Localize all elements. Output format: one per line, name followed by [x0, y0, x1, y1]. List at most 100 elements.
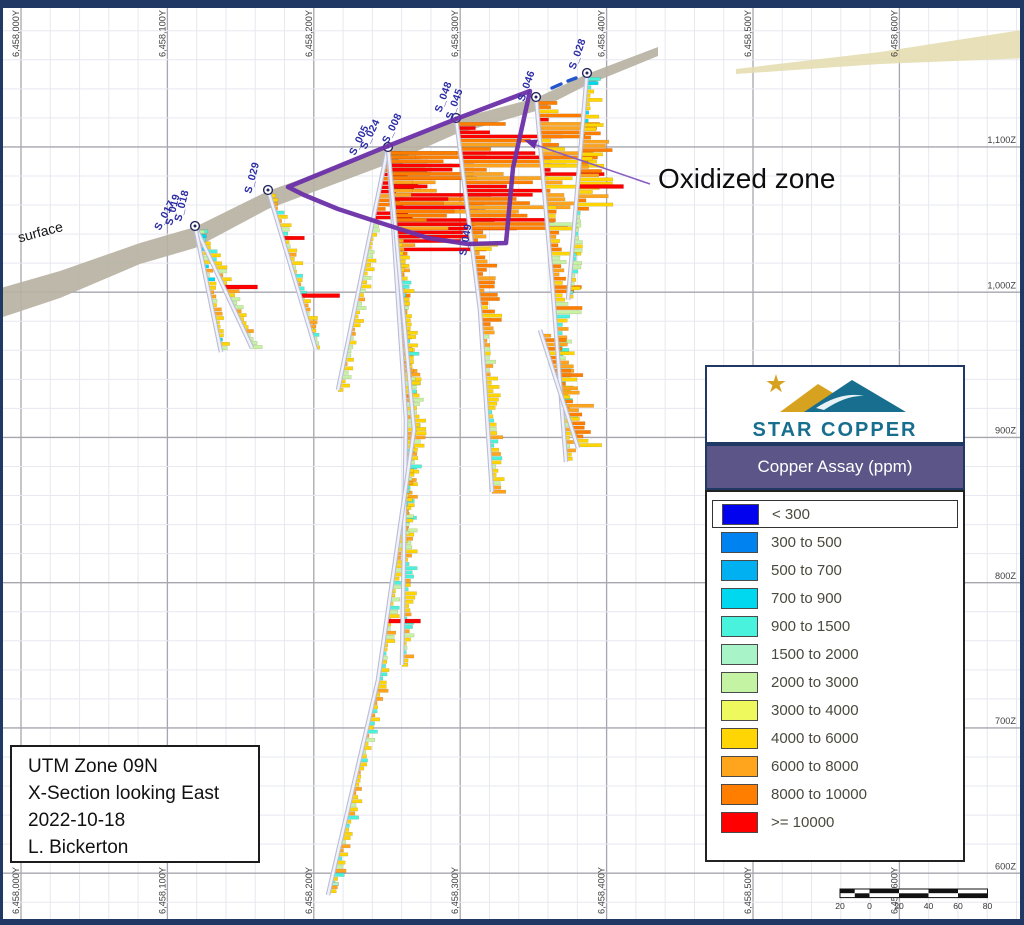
axis-label-top: 6,458,300Y	[450, 10, 460, 57]
legend-row-label: 8000 to 10000	[771, 785, 867, 803]
surface-dash	[550, 82, 563, 90]
assay-bar	[389, 159, 444, 164]
legend-swatch	[721, 615, 758, 637]
scale-bar-segment	[854, 889, 870, 894]
assay-bar	[469, 222, 555, 226]
star-copper-logo-box: STAR COPPER	[705, 365, 965, 444]
legend-row[interactable]: 8000 to 10000	[707, 780, 963, 808]
legend-swatch	[721, 559, 758, 581]
legend-row-label: 4000 to 6000	[771, 729, 859, 747]
assay-bar	[392, 197, 449, 201]
legend-row[interactable]: 1500 to 2000	[707, 640, 963, 668]
drill-trace-core	[566, 72, 589, 301]
collar-marker-dot	[534, 95, 538, 99]
assay-bar	[468, 213, 528, 218]
assay-bar	[456, 122, 506, 126]
scale-bar-tick-label: 0	[867, 901, 872, 911]
assay-bar-highlight	[223, 284, 258, 290]
assay-bar	[579, 152, 603, 157]
assay-bar	[392, 192, 412, 197]
axis-label-bottom: 6,458,100Y	[157, 867, 167, 914]
axis-label-right: 700Z	[995, 716, 1016, 726]
assay-bar	[462, 172, 504, 176]
assay-bar	[537, 113, 582, 118]
assay-bar	[542, 176, 573, 181]
surface-dash	[566, 76, 578, 83]
oxidized-zone-outline	[285, 88, 533, 247]
mountain-snow-swoosh	[816, 394, 864, 410]
legend-row[interactable]: 6000 to 8000	[707, 752, 963, 780]
legend-row[interactable]: 500 to 700	[707, 556, 963, 584]
assay-bar	[580, 148, 613, 153]
scale-bar-segment	[958, 893, 988, 898]
drill-trace-core	[454, 117, 494, 493]
axis-label-top: 6,458,400Y	[597, 10, 607, 57]
drill-trace-core	[538, 329, 580, 449]
assay-bar	[545, 201, 577, 206]
assay-bar	[581, 139, 610, 144]
legend-row[interactable]: 4000 to 6000	[707, 724, 963, 752]
assay-bar	[584, 98, 603, 102]
legend-swatch	[721, 587, 758, 609]
assay-bar	[580, 144, 606, 148]
assay-bar	[392, 201, 444, 206]
scale-bar-tick-label: 20	[894, 901, 904, 911]
legend-row-label: 300 to 500	[771, 533, 842, 551]
axis-label-top: 6,458,500Y	[743, 10, 753, 57]
assay-bar	[461, 159, 552, 164]
assay-bar	[457, 130, 491, 135]
axis-label-top: 6,458,200Y	[304, 10, 314, 57]
drill-trace-core	[266, 189, 318, 351]
legend-row[interactable]: < 300	[712, 500, 958, 528]
scale-bar-tick-label: 60	[953, 901, 963, 911]
axis-label-top: 6,458,600Y	[889, 10, 899, 57]
axis-label-bottom: 6,458,500Y	[743, 867, 753, 914]
assay-bar	[577, 177, 614, 182]
scale-bar-segment	[840, 889, 855, 894]
oxidized-leader-line	[535, 144, 651, 185]
assay-bar	[394, 217, 427, 222]
axis-label-right: 600Z	[995, 862, 1016, 872]
legend-row[interactable]: 300 to 500	[707, 528, 963, 556]
star-icon	[766, 374, 786, 393]
collar-marker-dot	[585, 71, 589, 75]
legend-row[interactable]: 700 to 900	[707, 584, 963, 612]
assay-bar	[539, 134, 586, 139]
info-date: 2022-10-18	[28, 810, 126, 831]
drill-trace-core	[193, 225, 223, 353]
assay-bar	[576, 443, 602, 448]
assay-bar	[478, 297, 500, 301]
legend-row[interactable]: >= 10000	[707, 808, 963, 836]
assay-bar	[536, 101, 558, 105]
scale-bar-segment	[958, 889, 988, 894]
assay-bar	[543, 180, 563, 185]
axis-label-bottom: 6,458,000Y	[11, 867, 21, 914]
scale-bar-tick-label: 40	[924, 901, 934, 911]
assay-bar	[459, 147, 491, 151]
scale-bar-segment	[869, 893, 899, 898]
legend-row[interactable]: 900 to 1500	[707, 612, 963, 640]
legend-row[interactable]: 3000 to 4000	[707, 696, 963, 724]
assay-bar	[538, 130, 580, 135]
assay-bar	[389, 167, 453, 172]
assay-bar	[466, 201, 530, 206]
info-section: X-Section looking East	[28, 783, 220, 804]
assay-bar	[576, 194, 609, 199]
assay-bar	[578, 173, 600, 178]
scale-bar: 20 0 20 40 60 80	[835, 888, 992, 911]
drill-trace-core	[386, 146, 408, 666]
assay-bar	[544, 197, 566, 202]
axis-label-right: 800Z	[995, 571, 1016, 581]
collar-marker-dot	[193, 224, 197, 228]
legend-row[interactable]: 2000 to 3000	[707, 668, 963, 696]
drill-trace-core	[193, 225, 254, 349]
axis-label-right: 1,000Z	[987, 280, 1016, 290]
assay-bar	[464, 188, 545, 193]
drill-traces-layer	[192, 72, 590, 896]
assay-bar	[578, 169, 602, 173]
drill-trace-core	[326, 146, 416, 896]
drill-trace-core	[336, 146, 390, 391]
scale-bar-border	[839, 888, 988, 899]
assay-bar	[391, 188, 413, 193]
